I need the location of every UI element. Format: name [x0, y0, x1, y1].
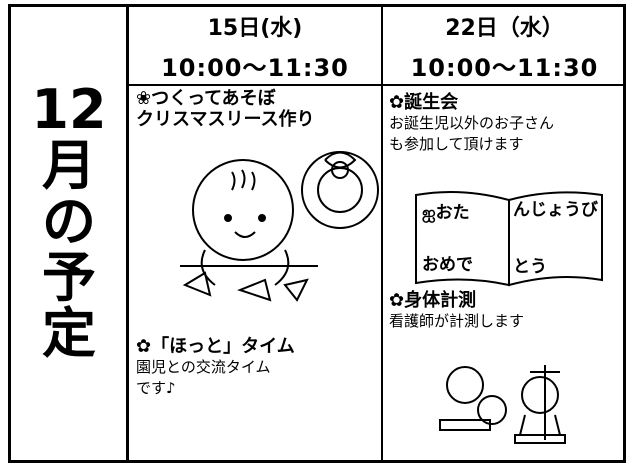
side-title-line: の — [42, 190, 96, 253]
item: ❀つくってあそぼ クリスマスリース作り — [136, 88, 315, 130]
item: ✿身体計測 看護師が計測します — [389, 290, 524, 332]
date: 22日（水） — [445, 16, 564, 41]
item-body: です♪ — [136, 379, 176, 397]
item-title: ✿「ほっと」タイム — [136, 336, 295, 357]
measuring-illustration — [439, 365, 566, 444]
baby-illustration — [180, 159, 318, 302]
book-text: とう — [513, 257, 547, 277]
side-title-line: 予 — [42, 246, 96, 309]
book-text: んじょうび — [513, 200, 598, 220]
book-illustration: ஐおた おめで んじょうび とう — [415, 190, 603, 287]
item-body: 看護師が計測します — [389, 312, 525, 330]
side-title-line: 月 — [42, 134, 96, 197]
wreath-illustration — [301, 151, 379, 229]
book-text: おめで — [422, 255, 473, 275]
divider — [381, 4, 383, 463]
item: ✿誕生会 お誕生児以外のお子さん も参加して頂けます — [389, 92, 554, 155]
item-body: お誕生児以外のお子さん — [389, 114, 555, 132]
divider — [126, 4, 129, 463]
time: 10:00〜11:30 — [161, 54, 349, 82]
item-title: ✿身体計測 — [389, 290, 477, 311]
outer-border — [8, 4, 626, 463]
date: 15日(水) — [207, 16, 303, 41]
item-body: 園児との交流タイム — [136, 358, 271, 376]
item-title: ✿誕生会 — [389, 92, 459, 113]
item: ✿「ほっと」タイム 園児との交流タイム です♪ — [136, 336, 295, 399]
item-title: ❀つくってあそぼ — [136, 88, 276, 109]
book-text: ஐおた — [422, 203, 470, 223]
time: 10:00〜11:30 — [410, 54, 599, 82]
item-title: クリスマスリース作り — [136, 109, 315, 130]
side-title-line: 定 — [42, 302, 96, 365]
item-body: も参加して頂けます — [389, 135, 524, 153]
divider — [126, 84, 626, 86]
side-title: 12 月 の 予 定 — [14, 82, 124, 362]
side-title-line: 12 — [31, 78, 107, 141]
